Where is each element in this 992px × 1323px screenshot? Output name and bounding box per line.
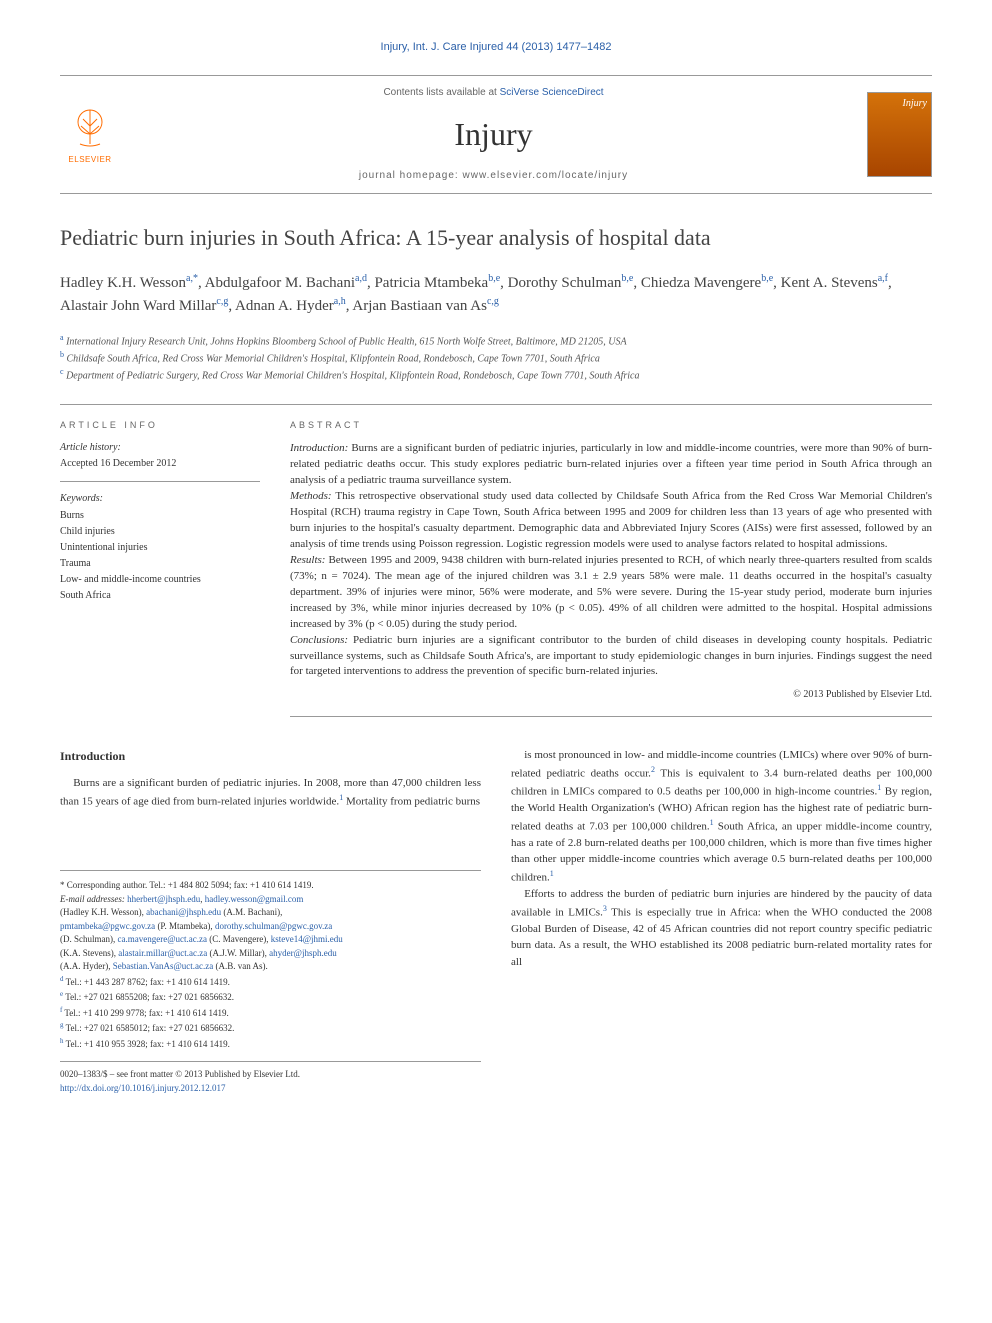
email-addresses: E-mail addresses: hherbert@jhsph.edu, ha… <box>60 893 481 907</box>
homepage-line: journal homepage: www.elsevier.com/locat… <box>135 169 852 183</box>
author-list: Hadley K.H. Wessona,*, Abdulgafoor M. Ba… <box>60 271 932 318</box>
body-paragraph-2: is most pronounced in low- and middle-in… <box>511 747 932 886</box>
abstract-text: Introduction: Burns are a significant bu… <box>290 441 932 680</box>
masthead-center: Contents lists available at SciVerse Sci… <box>135 86 852 183</box>
email-people-list: (Hadley K.H. Wesson), abachani@jhsph.edu… <box>60 906 481 974</box>
article-info-column: ARTICLE INFO Article history: Accepted 1… <box>60 419 260 718</box>
footnotes: * Corresponding author. Tel.: +1 484 802… <box>60 870 481 1095</box>
history-text: Accepted 16 December 2012 <box>60 457 260 471</box>
telephone-list: d Tel.: +1 443 287 8762; fax: +1 410 614… <box>60 974 481 1052</box>
abstract-copyright: © 2013 Published by Elsevier Ltd. <box>290 688 932 702</box>
body-column-right: is most pronounced in low- and middle-in… <box>511 747 932 1095</box>
body-column-left: Introduction Burns are a significant bur… <box>60 747 481 1095</box>
article-title: Pediatric burn injuries in South Africa:… <box>60 224 932 253</box>
issn-text: 0020–1383/$ – see front matter © 2013 Pu… <box>60 1068 481 1082</box>
keywords-block: Keywords: BurnsChild injuriesUnintention… <box>60 492 260 614</box>
abstract-column: ABSTRACT Introduction: Burns are a signi… <box>290 419 932 718</box>
elsevier-text: ELSEVIER <box>68 154 111 165</box>
intro-paragraph-1: Burns are a significant burden of pediat… <box>60 775 481 810</box>
contents-line: Contents lists available at SciVerse Sci… <box>135 86 852 100</box>
sciencedirect-link[interactable]: SciVerse ScienceDirect <box>500 87 604 98</box>
homepage-prefix: journal homepage: <box>359 170 463 181</box>
issn-line: 0020–1383/$ – see front matter © 2013 Pu… <box>60 1061 481 1095</box>
running-head: Injury, Int. J. Care Injured 44 (2013) 1… <box>60 40 932 55</box>
journal-cover-thumbnail: Injury <box>867 92 932 177</box>
elsevier-tree-icon <box>65 104 115 154</box>
body-columns: Introduction Burns are a significant bur… <box>60 747 932 1095</box>
info-abstract-row: ARTICLE INFO Article history: Accepted 1… <box>60 404 932 718</box>
abstract-label: ABSTRACT <box>290 419 932 432</box>
affiliations: a International Injury Research Unit, Jo… <box>60 332 932 384</box>
cover-label: Injury <box>903 97 927 111</box>
corresponding-author: * Corresponding author. Tel.: +1 484 802… <box>60 879 481 893</box>
article-history-block: Article history: Accepted 16 December 20… <box>60 441 260 482</box>
introduction-heading: Introduction <box>60 747 481 765</box>
keywords-heading: Keywords: <box>60 492 260 506</box>
body-paragraph-3: Efforts to address the burden of pediatr… <box>511 886 932 970</box>
contents-prefix: Contents lists available at <box>383 87 499 98</box>
keywords-list: BurnsChild injuriesUnintentional injurie… <box>60 508 260 604</box>
elsevier-logo: ELSEVIER <box>60 100 120 170</box>
homepage-url: www.elsevier.com/locate/injury <box>463 170 629 181</box>
doi-link[interactable]: http://dx.doi.org/10.1016/j.injury.2012.… <box>60 1083 226 1093</box>
history-heading: Article history: <box>60 441 260 455</box>
masthead: ELSEVIER Contents lists available at Sci… <box>60 75 932 194</box>
journal-title: Injury <box>135 112 852 157</box>
article-info-label: ARTICLE INFO <box>60 419 260 432</box>
